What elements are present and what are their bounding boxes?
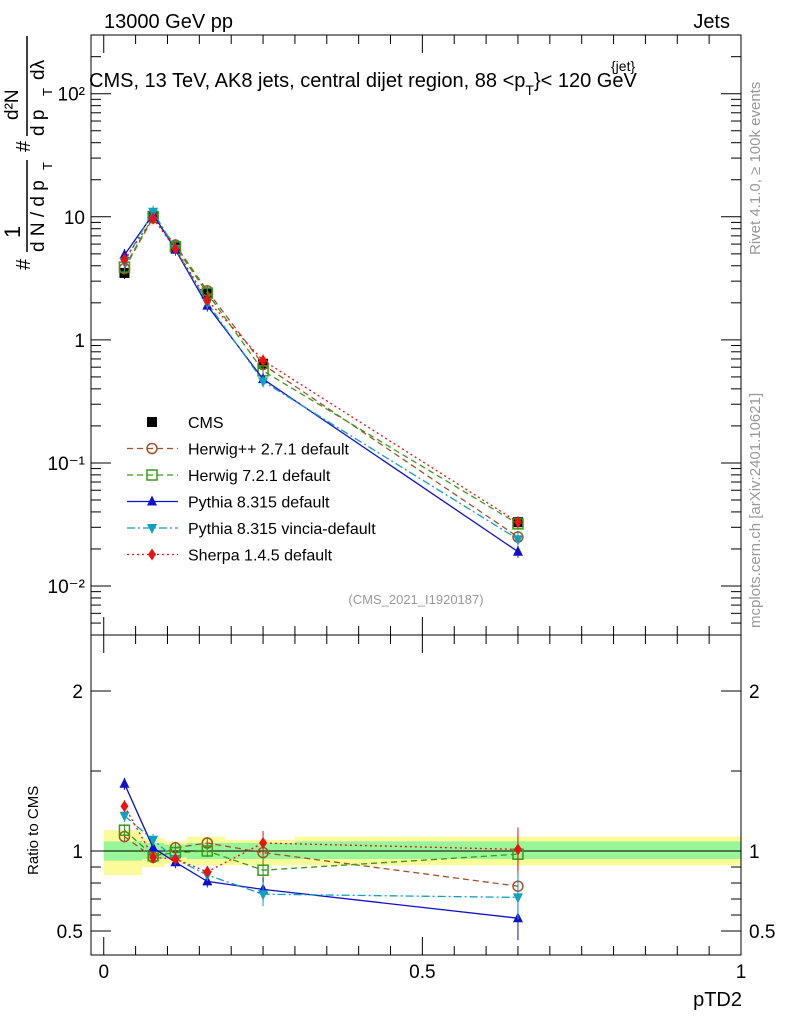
ratio-point [148, 835, 159, 846]
ratio-y-tick-label-right: 2 [749, 682, 760, 703]
ratio-point [259, 837, 268, 849]
y-label-hash-1: # [13, 258, 35, 270]
ratio-point [171, 853, 180, 865]
main-panel: 10⁻² 10⁻¹ 1 10 10² CMS, 13 TeV, AK8 jets, ce… [0, 34, 742, 636]
legend-item: CMS [147, 415, 224, 432]
ratio-point [120, 800, 129, 813]
legend-item: Herwig++ 2.7.1 default [127, 442, 350, 459]
ratio-y-label: Ratio to CMS [25, 786, 42, 875]
y-label-hash-2: # [13, 140, 35, 152]
y-label-one: 1 [0, 226, 25, 238]
legend-marker [146, 442, 158, 455]
plot-title-sup: {jet} [611, 58, 635, 74]
ratio-plot-frame [90, 634, 742, 956]
legend-marker [147, 417, 157, 427]
ratio-point [258, 890, 269, 901]
main-series [118, 205, 524, 558]
ratio-point [118, 824, 131, 836]
data-point [258, 377, 269, 388]
ratio-point [257, 864, 269, 876]
series-line [123, 210, 519, 540]
legend-item: Pythia 8.315 vincia-default [127, 521, 376, 538]
y-label-dp: d p [28, 110, 49, 136]
header-left: 13000 GeV pp [104, 11, 233, 33]
data-point [149, 212, 158, 225]
ratio-panel: 0.5 0.51 12 20 0.5 1 Ratio to CMS pTD2 [25, 634, 775, 1011]
header-right: Jets [693, 11, 730, 33]
y-tick-label: 10 [64, 208, 85, 229]
y-label-d2N: d²N [2, 89, 23, 120]
ratio-y-tick-label-right: 0.5 [749, 922, 775, 943]
legend-item: Herwig 7.2.1 default [127, 468, 331, 485]
x-tick-label: 0 [98, 962, 109, 983]
ratio-y-tick-label-right: 1 [749, 842, 760, 863]
legend-label: CMS [188, 415, 224, 432]
legend-marker [148, 548, 156, 561]
ratio-point [201, 845, 214, 857]
ratio-series-sherpa-1-4-5-default [120, 800, 522, 878]
ratio-point [148, 841, 159, 852]
ratio-point [203, 865, 212, 878]
legend-item: Pythia 8.315 default [127, 495, 330, 512]
y-tick-label: 10⁻² [48, 577, 86, 598]
main-y-label: # 1 d N / d p T # d²N d p T dλ [0, 36, 55, 270]
data-point [120, 253, 129, 266]
main-y-axis: 10⁻² 10⁻¹ 1 10 10² [48, 34, 742, 636]
series-herwig-2-7-1-default [118, 211, 524, 544]
analysis-watermark: (CMS_2021_I1920187) [348, 592, 483, 607]
data-point [259, 354, 268, 367]
y-tick-label: 1 [74, 331, 85, 352]
data-point [512, 545, 523, 556]
y-tick-label: 10² [58, 85, 85, 106]
plot-title-sub: T [525, 82, 534, 98]
y-label-T-1: T [40, 162, 55, 170]
ratio-point [513, 843, 522, 856]
y-label-T-2: T [40, 88, 55, 96]
ratio-y-tick-label: 1 [72, 842, 83, 863]
ratio-y-tick-label: 2 [72, 682, 83, 703]
ratio-series [118, 777, 524, 941]
x-tick-label: 1 [736, 962, 747, 983]
data-point [512, 535, 523, 546]
series-sherpa-1-4-5-default [120, 212, 522, 529]
series-line [123, 217, 519, 523]
series-line [123, 216, 519, 538]
data-point [203, 294, 212, 307]
ratio-point [119, 811, 130, 822]
legend-marker [147, 495, 157, 506]
rivet-version-label: Rivet 4.1.0, ≥ 100k events [747, 82, 764, 255]
ratio-series-line [123, 805, 519, 873]
legend-label: Pythia 8.315 vincia-default [188, 521, 376, 538]
y-label-dlambda: dλ [28, 59, 49, 80]
legend-label: Herwig 7.2.1 default [188, 468, 331, 485]
ratio-axes: 0.5 0.51 12 20 0.5 1 [57, 635, 775, 983]
x-axis-label: pTD2 [693, 989, 742, 1011]
legend-marker [147, 524, 157, 534]
plot-title-tail: }< 120 GeV [534, 70, 638, 92]
legend-item: Sherpa 1.4.5 default [127, 548, 333, 565]
ratio-series-line [124, 836, 519, 887]
ratio-point [149, 851, 158, 864]
legend-label: Herwig++ 2.7.1 default [188, 442, 350, 459]
mcplots-label: mcplots.cern.ch [arXiv:2401.10621] [747, 393, 764, 628]
legend-label: Sherpa 1.4.5 default [188, 548, 333, 565]
y-tick-label: 10⁻¹ [48, 454, 86, 475]
legend-marker [146, 469, 158, 481]
main-plot-frame [90, 34, 742, 636]
x-tick-label: 0.5 [409, 962, 435, 983]
data-point [513, 516, 522, 529]
legend: CMS Herwig++ 2.7.1 default Herwig 7.2.1 de… [127, 415, 376, 565]
series-line [123, 215, 519, 525]
ratio-point [119, 777, 130, 788]
data-point [171, 242, 180, 255]
plot-title: CMS, 13 TeV, AK8 jets, central dijet reg… [89, 70, 637, 98]
y-label-dN: d N / d p [28, 180, 49, 252]
ratio-y-tick-label: 0.5 [57, 922, 83, 943]
ratio-point [512, 893, 523, 904]
legend-label: Pythia 8.315 default [188, 495, 330, 512]
ratio-series-line [124, 815, 519, 899]
plot-title-main: CMS, 13 TeV, AK8 jets, central dijet reg… [89, 70, 525, 92]
